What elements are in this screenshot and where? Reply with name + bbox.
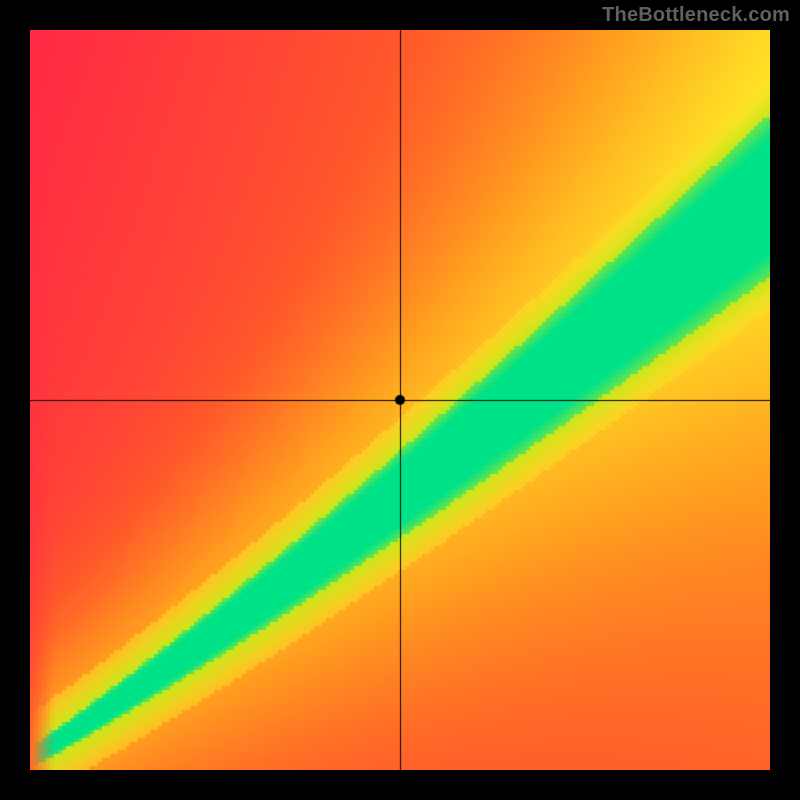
heatmap-plot [30,30,770,770]
heatmap-canvas [30,30,770,770]
watermark-text: TheBottleneck.com [602,4,790,27]
chart-container: TheBottleneck.com [0,0,800,800]
